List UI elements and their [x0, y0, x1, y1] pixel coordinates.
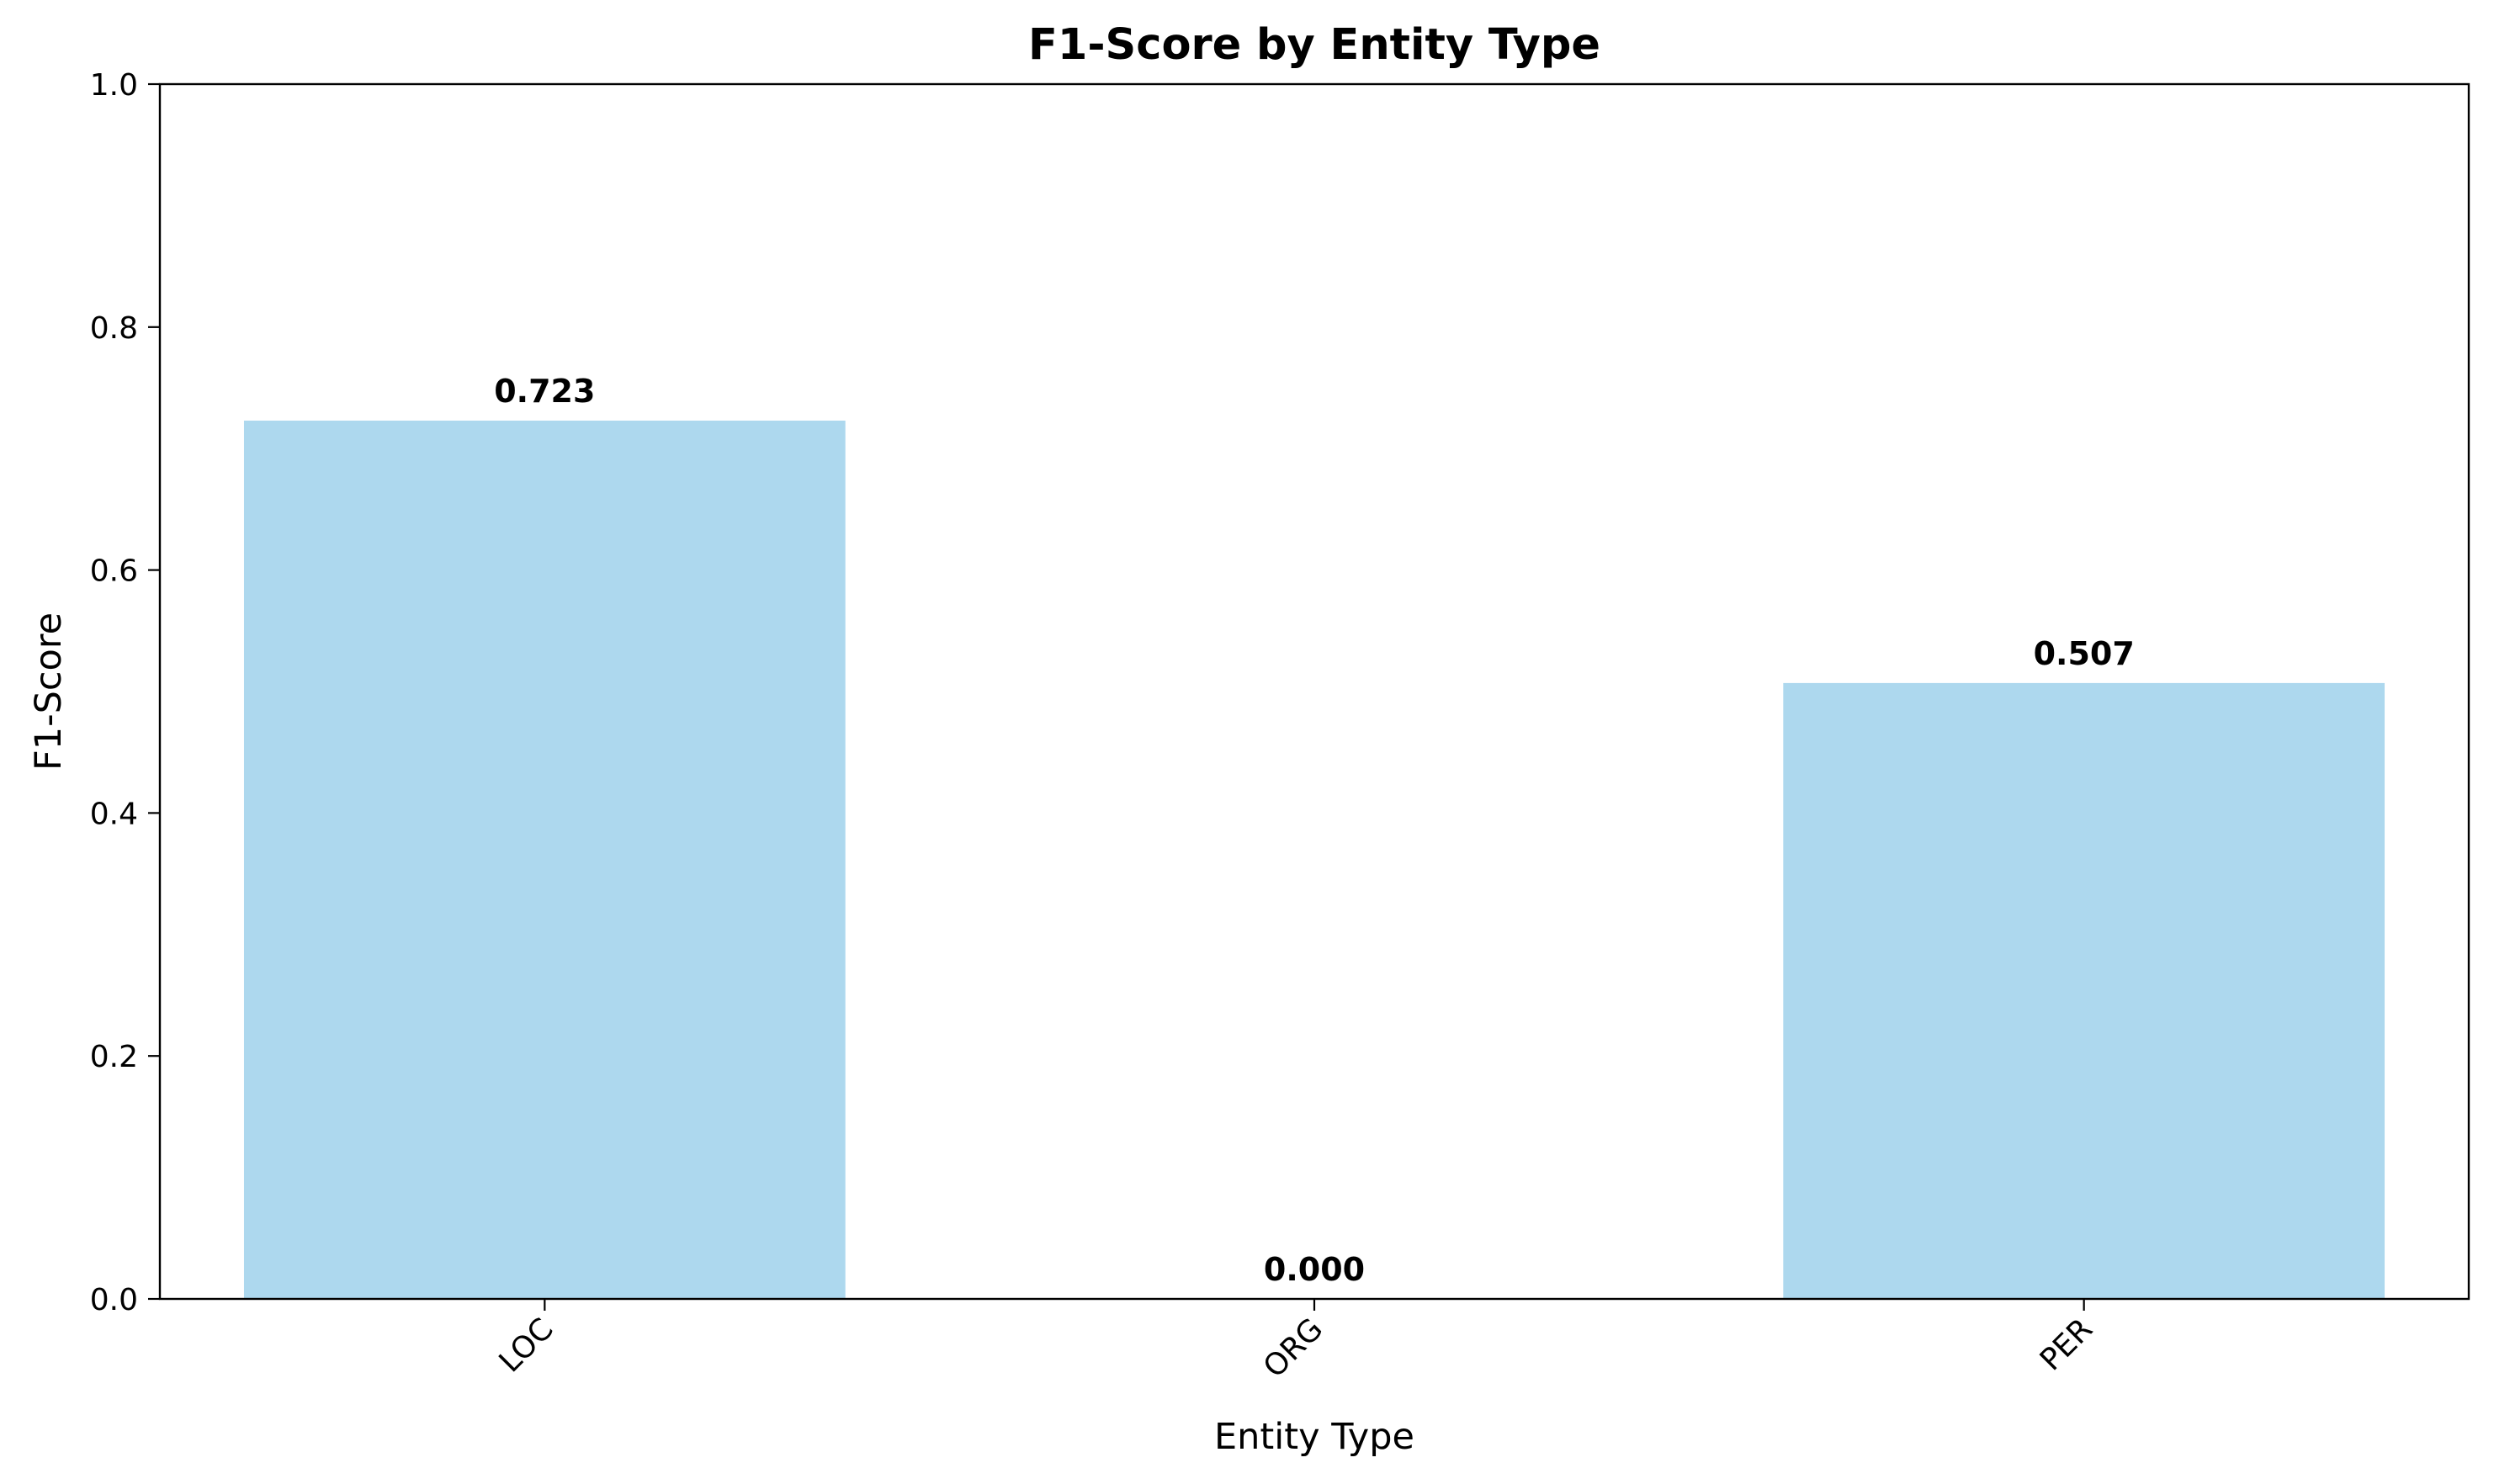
x-tick-label-org: ORG — [1257, 1312, 1329, 1384]
y-axis-label: F1-Score — [28, 612, 70, 771]
x-tick-label-loc: LOC — [493, 1312, 560, 1379]
chart-title: F1-Score by Entity Type — [1028, 20, 1600, 70]
y-tick-label: 0.8 — [90, 311, 138, 346]
value-label-org: 0.000 — [1264, 1251, 1365, 1288]
y-tick-label: 0.4 — [90, 797, 138, 831]
bars-layer — [243, 420, 2385, 1299]
bar-per — [1783, 682, 2385, 1299]
x-tick-label-per: PER — [2034, 1312, 2099, 1377]
y-tick-label: 1.0 — [90, 68, 138, 103]
y-axis: 0.0 0.2 0.4 0.6 0.8 1.0 — [90, 68, 160, 1317]
x-axis: LOC ORG PER — [493, 1299, 2099, 1385]
value-label-loc: 0.723 — [494, 373, 595, 410]
value-label-per: 0.507 — [2034, 635, 2135, 672]
x-axis-label: Entity Type — [1214, 1416, 1414, 1458]
y-tick-label: 0.2 — [90, 1040, 138, 1074]
bar-loc — [243, 420, 846, 1299]
y-tick-label: 0.0 — [90, 1283, 138, 1317]
value-labels-layer: 0.723 0.000 0.507 — [494, 373, 2135, 1288]
y-tick-label: 0.6 — [90, 554, 138, 589]
